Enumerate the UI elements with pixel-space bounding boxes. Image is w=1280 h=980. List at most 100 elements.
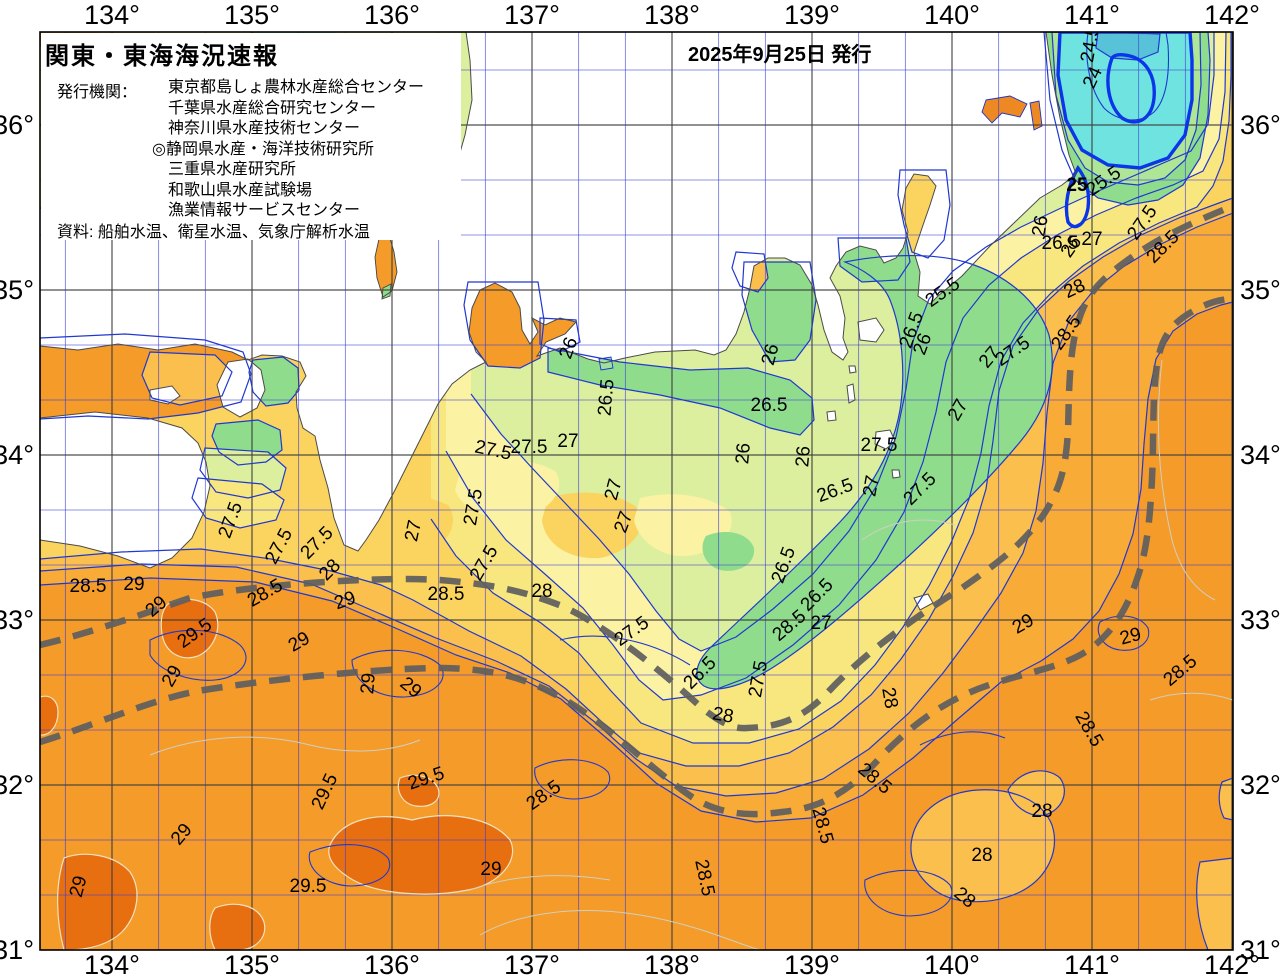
isotherm-line [696,255,1053,690]
isotherm-line [861,519,956,541]
contour-label: 29 [480,859,501,880]
contour-label: 25 [1066,175,1088,196]
isotherm-line [445,32,1227,701]
axis-label-top: 140° [924,0,980,30]
isotherm-line [308,844,391,887]
issuer-item: 東京都島しょ農林水産総合センター [168,79,425,96]
isotherm-line [1086,32,1169,121]
axis-label-right: 36° [1240,110,1280,140]
isotherm-line [919,731,1006,746]
sst-region [548,348,814,435]
isotherm-line [57,853,138,950]
isotherm-line [328,815,514,895]
axis-label-left: 32° [0,770,34,800]
map-border [39,31,1234,951]
issuer-item: ◎静岡県水産・海洋技術研究所 [152,140,374,158]
contour-label: 28.5 [428,584,465,605]
isotherm-line [731,251,769,293]
isotherm-line [1007,770,1065,817]
lake-outline [374,234,398,298]
land-polygon [849,366,856,373]
lake-outline [981,95,1028,124]
isotherm-line [1043,32,1211,206]
axis-label-right: 35° [1240,275,1280,305]
sst-region [209,904,265,950]
sst-region [910,789,1055,902]
issuer-item: 漁業情報サービスセンター [168,202,361,219]
coastline [826,410,837,422]
axis-label-bottom: 142° [1204,950,1260,980]
isotherm-line [539,317,581,353]
land-polygon [858,318,884,342]
sst-region [57,854,137,950]
isotherm-line [191,477,285,529]
isotherm-contours [40,32,1233,950]
lake-outline [1029,100,1043,131]
axis-label-left: 35° [0,275,34,305]
isotherm-line [534,759,611,800]
lake-outline [381,283,392,300]
isotherm-line [351,649,444,698]
axis-label-bottom: 136° [364,950,420,980]
land-polygon [827,411,836,421]
contour-label: 28 [1031,801,1052,822]
isotherm-line [199,447,287,499]
sst-region [1196,858,1233,950]
header-whitebox [41,33,461,240]
axis-label-bottom: 139° [784,950,840,980]
issuer-item: 三重県水産研究所 [168,161,297,178]
axis-label-left: 36° [0,110,34,140]
sst-region [702,532,755,571]
isotherm-line [40,333,252,420]
isotherm-line [211,419,283,466]
land-polygon [217,359,265,417]
axis-label-bottom: 135° [224,950,280,980]
axis-label-top: 134° [84,0,140,30]
contour-label: 26 [1028,214,1052,238]
contour-label: 27 [401,518,426,543]
axis-label-top: 137° [504,0,560,30]
issuer-list: 東京都島しょ農林水産総合センター 千葉県水産総合研究センター 神奈川県水産技術センタ… [152,78,425,222]
isotherm-line [897,169,951,259]
isotherm-line [547,347,815,436]
kuroshio-axis-dashed-lines [40,202,1233,818]
axis-label-right: 34° [1240,440,1280,470]
axis-label-left: 33° [0,605,34,635]
issuer-item: 千葉県水産総合研究センター [168,99,377,117]
contour-label: 26.5 [594,378,618,417]
issuer-item: 神奈川県水産技術センター [168,120,361,137]
coastline [40,32,1077,552]
issue-date: 2025年9月25日 発行 [688,44,872,66]
axis-label-top: 139° [784,0,840,30]
axis-label-left: 31° [0,935,34,965]
isotherm-line [40,695,59,736]
page-title: 関東・東海海況速報 [45,43,279,70]
coastline [848,365,857,374]
sst-region [1008,770,1065,816]
isotherm-line [1218,777,1233,821]
sst-region [1219,778,1233,820]
contour-label: 26 [792,445,815,468]
isotherm-line [864,869,953,917]
isotherm-line [149,629,247,681]
isotherm-line [1106,52,1156,124]
isotherm-line [470,32,1215,652]
isotherm-line [1157,359,1216,601]
axis-label-left: 34° [0,440,34,470]
sst-region [328,815,513,895]
isotherm-line [910,789,1056,903]
kuroshio-dashed-line [40,295,1233,818]
isotherm-line [469,875,611,891]
contour-label: 27 [557,431,578,452]
isotherm-line [1149,692,1233,701]
issuer-item: 和歌山県水産試験場 [168,181,313,199]
contour-label: 28.5 [70,576,107,597]
coastline [846,383,856,404]
sst-region [455,459,560,519]
land-polygon [40,412,210,568]
sst-region [1096,32,1160,60]
land-polygon [914,594,933,610]
contour-label: 29 [357,672,380,695]
contour-label: 29.5 [290,876,327,897]
isotherm-line [463,281,545,369]
